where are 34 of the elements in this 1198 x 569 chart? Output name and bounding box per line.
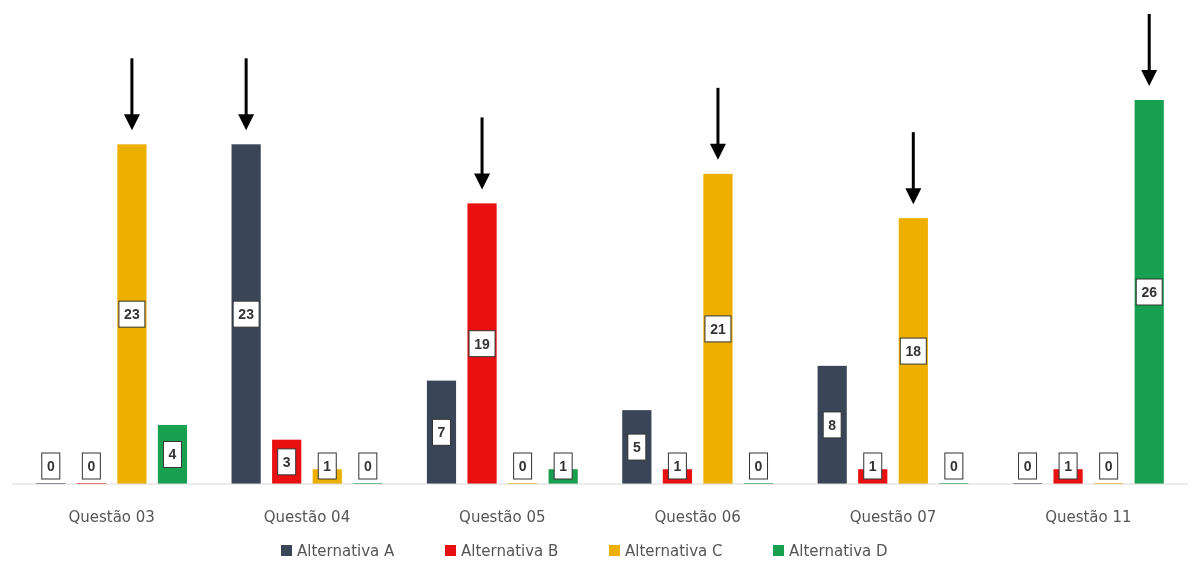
legend-label: Alternativa D <box>789 542 888 560</box>
x-tick-label: Questão 06 <box>654 508 741 526</box>
data-label: 7 <box>437 424 446 441</box>
data-label: 0 <box>754 458 763 474</box>
data-label: 1 <box>559 458 568 474</box>
data-label: 18 <box>905 343 922 360</box>
data-label: 0 <box>949 458 958 474</box>
data-label: 26 <box>1141 284 1158 300</box>
data-label: 1 <box>1064 458 1073 474</box>
data-label: 21 <box>710 320 726 337</box>
x-tick-label: Questão 07 <box>849 508 937 526</box>
data-label: 19 <box>474 335 491 352</box>
data-label: 1 <box>323 458 332 474</box>
x-tick-label: Questão 03 <box>68 508 155 526</box>
data-label: 0 <box>363 458 372 474</box>
legend-label: Alternativa C <box>625 542 723 560</box>
data-label: 0 <box>87 458 96 474</box>
data-label: 0 <box>1023 458 1032 474</box>
data-label: 8 <box>828 416 837 433</box>
data-label: 0 <box>518 458 527 474</box>
data-label: 3 <box>282 453 291 470</box>
x-tick-label: Questão 05 <box>459 508 546 526</box>
data-label: 5 <box>632 439 641 456</box>
data-label: 23 <box>124 306 140 323</box>
data-label: 23 <box>238 306 255 323</box>
data-label: 1 <box>868 458 877 474</box>
data-label: 0 <box>46 458 55 474</box>
data-label: 4 <box>168 446 177 463</box>
data-label: 1 <box>673 458 682 474</box>
data-label: 0 <box>1104 458 1113 474</box>
legend-label: Alternativa A <box>297 542 396 560</box>
x-tick-label: Questão 04 <box>263 508 351 526</box>
legend-label: Alternativa B <box>461 542 559 560</box>
x-tick-label: Questão 11 <box>1045 508 1132 526</box>
